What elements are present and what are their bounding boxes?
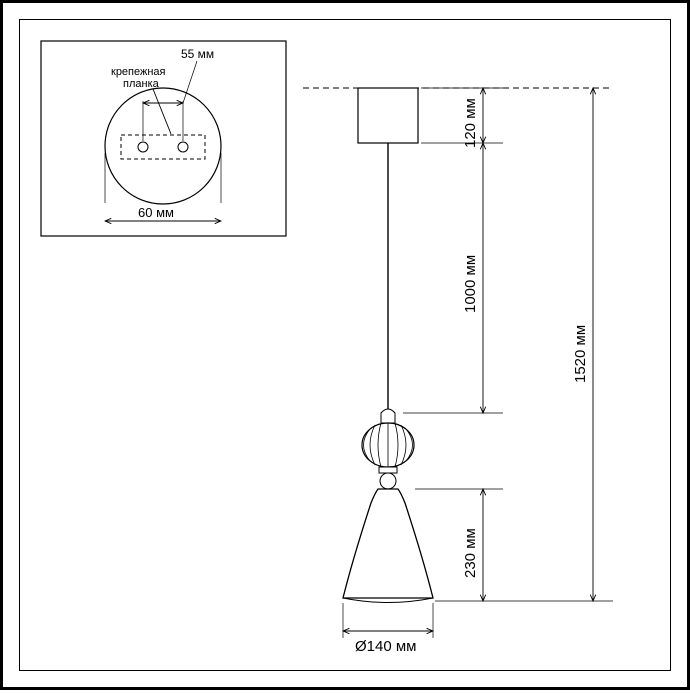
shade-height-label: 230 мм [462, 528, 479, 578]
dimensions-vertical: 120 мм 1000 мм 230 мм 1520 мм [403, 88, 613, 601]
canopy-height-label: 120 мм [462, 98, 479, 148]
outer-frame: 55 мм крепежная планка 60 мм [0, 0, 690, 690]
lamp-shade [343, 489, 433, 598]
inset-hole-spacing-label: 55 мм [181, 47, 214, 61]
technical-drawing: 55 мм крепежная планка 60 мм [3, 3, 690, 693]
inset-dimension-label: 60 мм [138, 205, 174, 220]
finial [362, 409, 414, 489]
cable-length-label: 1000 мм [462, 255, 479, 313]
shade-diameter-label: Ø140 мм [355, 638, 417, 655]
inset-detail: 55 мм крепежная планка 60 мм [41, 41, 286, 236]
total-height-label: 1520 мм [572, 325, 589, 383]
pendant-lamp: Ø140 мм [303, 88, 613, 655]
